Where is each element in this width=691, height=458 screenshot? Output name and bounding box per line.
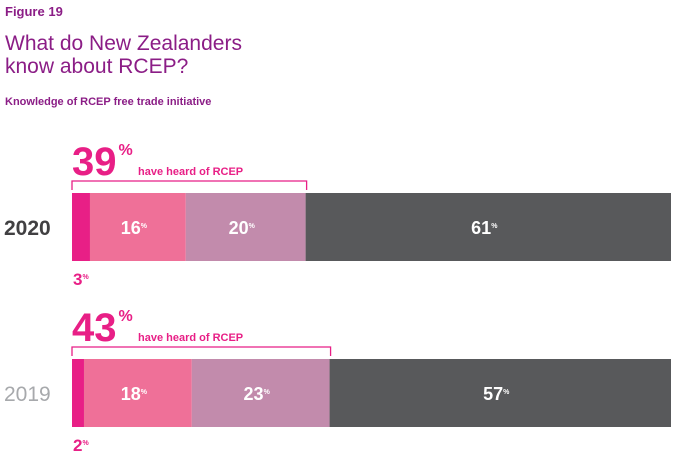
heard-text-2019: have heard of RCEP (138, 332, 243, 344)
figure-label: Figure 19 (5, 4, 63, 19)
data-label-2019-3: 23% (244, 384, 271, 404)
bar-segment-2020-4 (305, 193, 671, 261)
data-label-2020-3: 20% (229, 218, 256, 238)
chart-title: Knowledge of RCEP free trade initiative (5, 96, 212, 108)
bar-segment-2020-2 (89, 193, 186, 261)
heard-bracket-2020 (71, 180, 308, 190)
heard-total-2020: 39% (72, 140, 133, 184)
data-label-2019-1: 2% (73, 436, 89, 455)
bar-segment-2020-3 (185, 193, 306, 261)
bar-segment-2019-1 (72, 359, 84, 427)
bar-segment-2019-2 (83, 359, 192, 427)
data-label-2020-1: 3% (73, 270, 89, 289)
figure-title: What do New Zealanders know about RCEP? (5, 32, 325, 78)
heard-text-2020: have heard of RCEP (138, 166, 243, 178)
bar-segment-2019-3 (191, 359, 330, 427)
data-label-2019-2: 18% (121, 384, 148, 404)
year-label-2019: 2019 (4, 383, 51, 406)
data-label-2020-4: 61% (471, 218, 498, 238)
year-label-2020: 2020 (4, 217, 51, 240)
heard-bracket-2019 (71, 346, 332, 356)
data-label-2019-4: 57% (483, 384, 510, 404)
bar-segment-2020-1 (72, 193, 90, 261)
heard-total-2019: 43% (72, 306, 133, 350)
figure-title-line-2: know about RCEP? (5, 55, 189, 78)
figure-title-line-1: What do New Zealanders (5, 32, 242, 55)
data-label-2020-2: 16% (121, 218, 148, 238)
bar-segment-2019-4 (329, 359, 671, 427)
